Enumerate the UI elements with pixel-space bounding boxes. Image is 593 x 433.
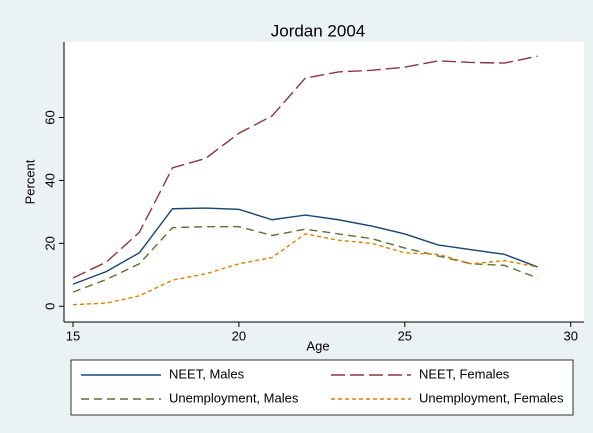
y-tick-label: 20 — [42, 236, 57, 250]
legend-label: Unemployment, Females — [419, 390, 564, 405]
series-line — [72, 207, 538, 285]
x-tick-label: 20 — [232, 328, 246, 343]
x-axis-label: Age — [306, 338, 329, 353]
legend-label: NEET, Males — [169, 366, 245, 381]
chart-title: Jordan 2004 — [271, 21, 366, 40]
series-line — [72, 233, 538, 306]
legend-label: NEET, Females — [419, 366, 510, 381]
plot-area — [64, 42, 584, 322]
y-tick-label: 0 — [42, 303, 57, 310]
x-tick-label: 25 — [398, 328, 412, 343]
legend-label: Unemployment, Males — [169, 390, 299, 405]
legend — [70, 359, 574, 416]
y-tick-label: 60 — [42, 110, 57, 124]
x-tick-label: 30 — [563, 328, 577, 343]
series-line — [72, 55, 538, 279]
y-tick-label: 40 — [42, 173, 57, 187]
y-axis-label: Percent — [22, 159, 37, 204]
x-tick-label: 15 — [66, 328, 80, 343]
